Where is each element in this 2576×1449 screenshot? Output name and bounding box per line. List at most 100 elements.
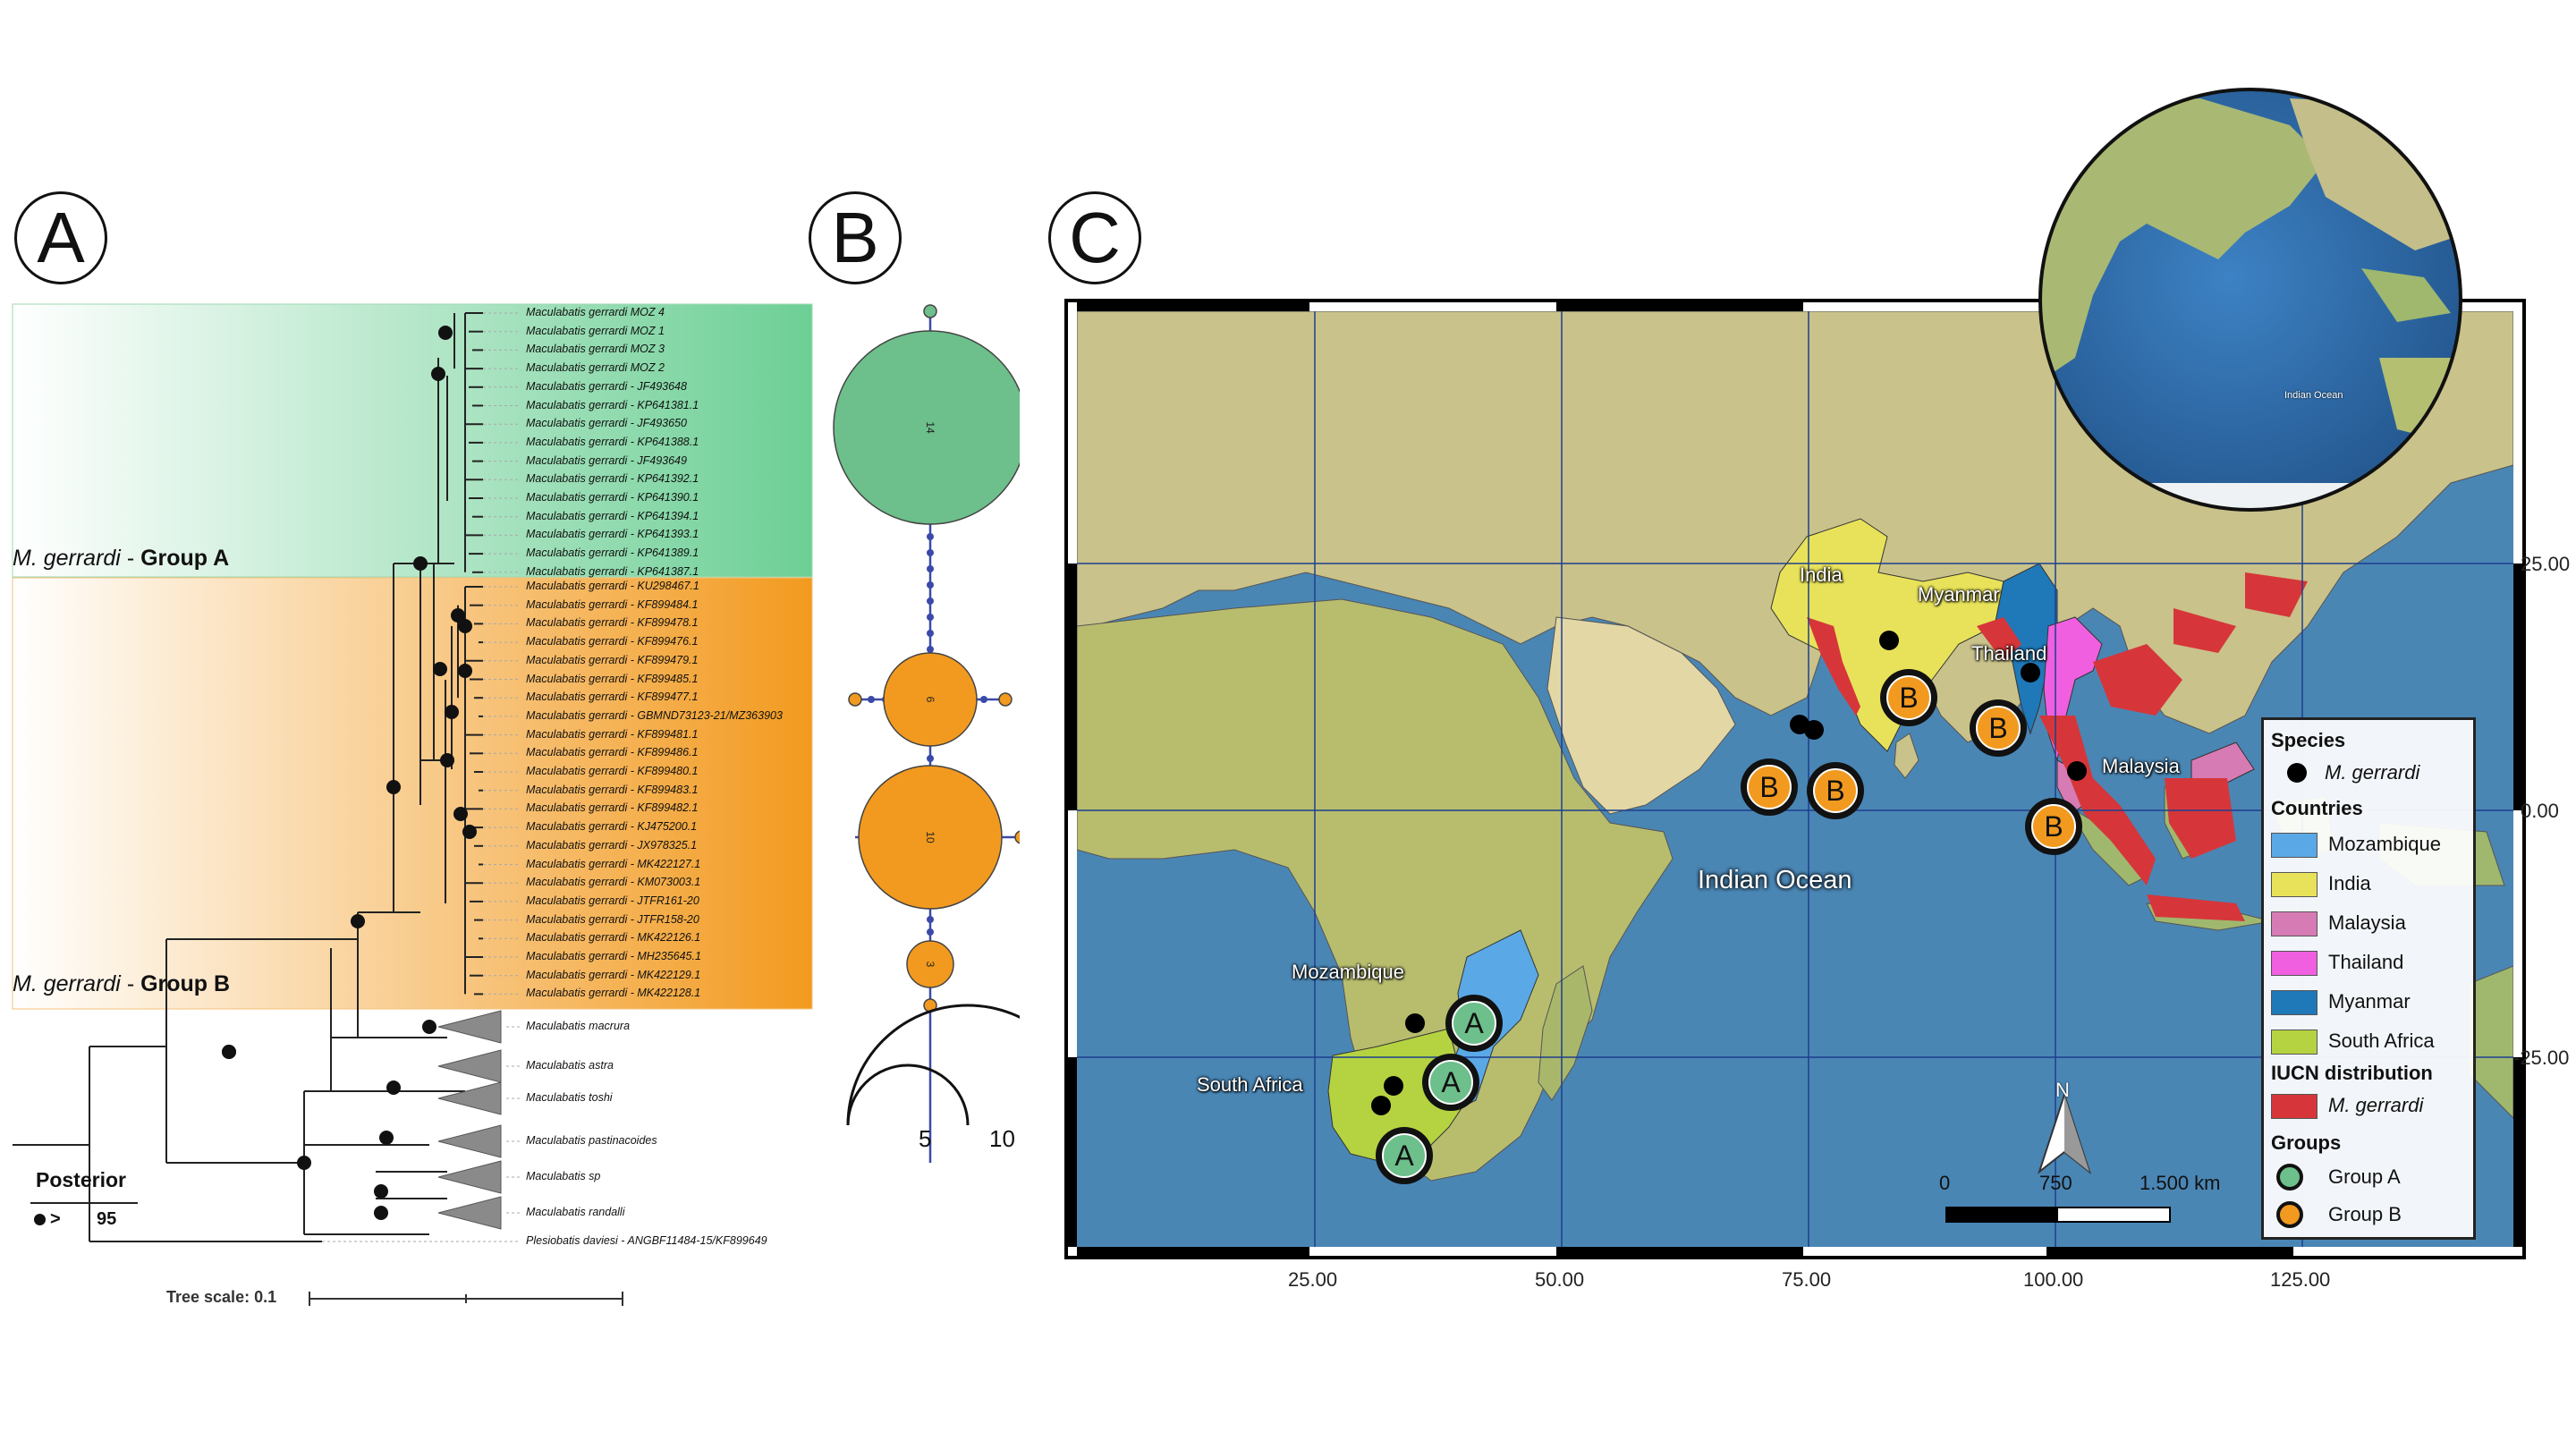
network-size-scale bbox=[846, 1004, 1020, 1126]
group-b-tip-label: Maculabatis gerrardi - KF899476.1 bbox=[526, 635, 699, 648]
legend-species-item: M. gerrardi bbox=[2325, 761, 2420, 784]
sample-site-dot bbox=[1405, 1013, 1425, 1033]
label-malaysia: Malaysia bbox=[2102, 755, 2180, 777]
y-tick-minus-25: -25.00 bbox=[2513, 1046, 2570, 1069]
legend-country-swatch bbox=[2271, 872, 2318, 897]
legend-group-pin-icon bbox=[2276, 1201, 2303, 1228]
mutation-step bbox=[927, 533, 934, 540]
mutation-step bbox=[927, 581, 934, 589]
sample-site-dot bbox=[1804, 720, 1824, 740]
pin-group-label: B bbox=[1988, 712, 2007, 744]
posterior-node bbox=[458, 664, 472, 678]
x-tick-75: 75.00 bbox=[1782, 1268, 1832, 1291]
posterior-node bbox=[458, 619, 472, 633]
legend-iucn-swatch bbox=[2271, 1094, 2318, 1119]
inset-ocean-label: Indian Ocean bbox=[2284, 390, 2343, 401]
scale-label-10: 10 bbox=[989, 1125, 1015, 1152]
group-b-sep: - bbox=[120, 971, 141, 996]
legend-country-swatch bbox=[2271, 911, 2318, 936]
sample-site-dot bbox=[2067, 761, 2087, 781]
group-b-band bbox=[12, 577, 813, 1010]
group-b-tip-label: Maculabatis gerrardi - KF899484.1 bbox=[526, 597, 699, 611]
clade-label: Maculabatis sp bbox=[526, 1170, 601, 1182]
frame-segment bbox=[1077, 1247, 1309, 1256]
label-south-africa: South Africa bbox=[1197, 1073, 1303, 1096]
mutation-step bbox=[980, 696, 987, 703]
group-a-name: Group A bbox=[140, 546, 230, 571]
posterior-legend: Posterior > 95 bbox=[29, 1165, 141, 1241]
group-a-sep: - bbox=[120, 546, 141, 571]
group-a-tip-label: Maculabatis gerrardi - KP641393.1 bbox=[526, 528, 699, 541]
legend-iucn-item: M. gerrardi bbox=[2328, 1094, 2424, 1116]
posterior-node bbox=[386, 780, 401, 794]
mutation-step bbox=[927, 630, 934, 637]
posterior-node bbox=[374, 1206, 388, 1220]
frame-segment bbox=[2513, 1057, 2522, 1247]
mutation-step bbox=[927, 614, 934, 621]
haplotype-node-top bbox=[923, 304, 937, 318]
legend-iucn-title: IUCN distribution bbox=[2271, 1062, 2433, 1084]
group-a-tip-label: Maculabatis gerrardi - JF493649 bbox=[526, 453, 687, 467]
clade-label: Maculabatis macrura bbox=[526, 1020, 631, 1032]
posterior-node bbox=[351, 914, 365, 928]
collapsed-clade bbox=[437, 1160, 502, 1194]
pin-group-label: A bbox=[1394, 1140, 1414, 1172]
map-legend: Species M. gerrardi Countries Mozambique… bbox=[2261, 717, 2476, 1240]
group-b-tip-label: Maculabatis gerrardi - MK422126.1 bbox=[526, 931, 701, 945]
legend-country-label: Thailand bbox=[2328, 951, 2404, 973]
group-b-tip-label: Maculabatis gerrardi - KF899482.1 bbox=[526, 801, 699, 815]
posterior-node bbox=[222, 1045, 236, 1059]
frame-segment bbox=[1068, 564, 1077, 810]
group-b-species: M. gerrardi bbox=[13, 971, 121, 996]
tree-scale-bar bbox=[309, 1292, 623, 1306]
group-a-tip-label: Maculabatis gerrardi - KP641388.1 bbox=[526, 435, 699, 448]
posterior-node bbox=[440, 753, 454, 767]
group-b-tip-label: Maculabatis gerrardi - KF899485.1 bbox=[526, 672, 699, 685]
group-a-tip-label: Maculabatis gerrardi - KP641381.1 bbox=[526, 398, 699, 411]
legend-country-label: Mozambique bbox=[2328, 833, 2441, 855]
posterior-node bbox=[438, 326, 453, 340]
label-mozambique: Mozambique bbox=[1292, 961, 1404, 983]
haplotype-node-10 bbox=[858, 765, 1003, 910]
pin-group-label: A bbox=[1441, 1066, 1461, 1098]
posterior-node bbox=[422, 1020, 436, 1034]
posterior-node bbox=[297, 1156, 311, 1170]
clade-label: Maculabatis astra bbox=[526, 1059, 614, 1072]
node-label-10: 10 bbox=[924, 831, 936, 843]
node-label-3: 3 bbox=[924, 962, 936, 968]
node-label-6: 6 bbox=[924, 697, 936, 703]
x-tick-25: 25.00 bbox=[1288, 1268, 1338, 1291]
panel-letter-a: A bbox=[14, 191, 107, 284]
group-b-tip-label: Maculabatis gerrardi - MK422128.1 bbox=[526, 987, 701, 1000]
group-b-tip-label: Maculabatis gerrardi - JX978325.1 bbox=[526, 838, 698, 852]
pin-group-label: B bbox=[1759, 771, 1778, 803]
frame-segment bbox=[1556, 302, 1803, 311]
posterior-symbol: > bbox=[50, 1209, 61, 1229]
group-a-tip-label: Maculabatis gerrardi MOZ 1 bbox=[526, 324, 665, 337]
group-b-tip-label: Maculabatis gerrardi - KM073003.1 bbox=[526, 876, 701, 889]
mutation-step bbox=[868, 696, 875, 703]
posterior-node bbox=[379, 1131, 394, 1145]
scale-label-0: 0 bbox=[1939, 1172, 1951, 1194]
mutation-step bbox=[927, 597, 934, 605]
group-b-pin: B bbox=[1970, 699, 2027, 757]
y-tick-0: 0.00 bbox=[2521, 800, 2559, 822]
group-b-tip-label: Maculabatis gerrardi - KF899481.1 bbox=[526, 727, 699, 741]
clade-label: Maculabatis toshi bbox=[526, 1091, 613, 1104]
posterior-node bbox=[386, 1080, 401, 1095]
haplotype-node-14 bbox=[833, 330, 1020, 525]
legend-country-swatch bbox=[2271, 833, 2318, 858]
clade-label: Maculabatis randalli bbox=[526, 1206, 625, 1218]
node-label-14: 14 bbox=[924, 421, 936, 434]
group-a-tip-label: Maculabatis gerrardi - KP641394.1 bbox=[526, 509, 699, 522]
group-a-label: M. gerrardi - Group A bbox=[13, 546, 229, 572]
group-a-tip-label: Maculabatis gerrardi - KP641392.1 bbox=[526, 472, 699, 486]
posterior-node bbox=[413, 556, 428, 571]
label-thailand: Thailand bbox=[1971, 642, 2047, 665]
group-b-tip-label: Maculabatis gerrardi - KF899479.1 bbox=[526, 653, 699, 666]
group-b-tip-label: Maculabatis gerrardi - KF899483.1 bbox=[526, 783, 699, 796]
frame-segment bbox=[1077, 302, 1309, 311]
group-b-tip-label: Maculabatis gerrardi - KF899480.1 bbox=[526, 765, 699, 777]
panel-letter-c: C bbox=[1048, 191, 1141, 284]
legend-country-swatch bbox=[2271, 990, 2318, 1015]
